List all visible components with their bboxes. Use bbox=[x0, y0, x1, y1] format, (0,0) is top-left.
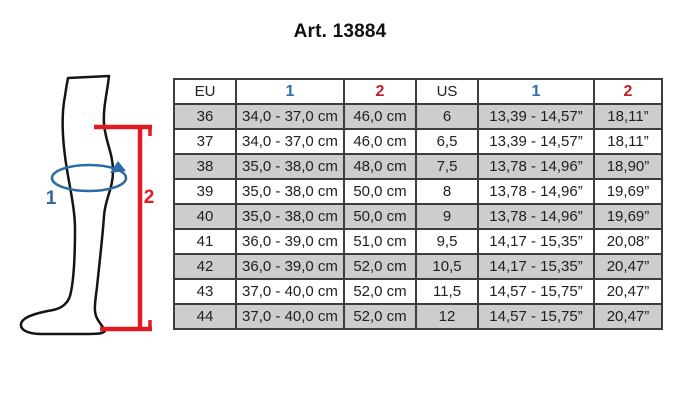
table-row: 38 35,0 - 38,0 cm 48,0 cm 7,5 13,78 - 14,96”… bbox=[173, 153, 663, 180]
header-height-in: 2 bbox=[593, 78, 663, 105]
cell-height-cm: 52,0 cm bbox=[343, 278, 417, 305]
cell-us: 10,5 bbox=[415, 253, 479, 280]
cell-us: 8 bbox=[415, 178, 479, 205]
cell-eu: 41 bbox=[173, 228, 237, 255]
size-table: EU 1 2 US 1 2 36 34,0 - 37,0 cm 46,0 cm 6 13… bbox=[173, 78, 663, 330]
table-row: 40 35,0 - 38,0 cm 50,0 cm 9 13,78 - 14,96” 19… bbox=[173, 203, 663, 230]
leg-outline bbox=[19, 74, 115, 336]
cell-us: 11,5 bbox=[415, 278, 479, 305]
cell-us: 7,5 bbox=[415, 153, 479, 180]
cell-height-cm: 46,0 cm bbox=[343, 128, 417, 155]
header-calf-cm: 1 bbox=[235, 78, 345, 105]
cell-calf-cm: 34,0 - 37,0 cm bbox=[235, 103, 345, 130]
cell-height-cm: 51,0 cm bbox=[343, 228, 417, 255]
table-row: 39 35,0 - 38,0 cm 50,0 cm 8 13,78 - 14,96” 19… bbox=[173, 178, 663, 205]
cell-eu: 39 bbox=[173, 178, 237, 205]
cell-height-in: 20,08” bbox=[593, 228, 663, 255]
height-measure-bracket bbox=[94, 124, 152, 332]
calf-measure-label: 1 bbox=[46, 188, 57, 209]
size-table-header: EU 1 2 US 1 2 bbox=[173, 78, 663, 105]
cell-us: 9,5 bbox=[415, 228, 479, 255]
cell-height-cm: 50,0 cm bbox=[343, 203, 417, 230]
cell-calf-cm: 34,0 - 37,0 cm bbox=[235, 128, 345, 155]
cell-height-cm: 46,0 cm bbox=[343, 103, 417, 130]
cell-us: 12 bbox=[415, 303, 479, 330]
cell-height-cm: 52,0 cm bbox=[343, 303, 417, 330]
cell-calf-in: 13,78 - 14,96” bbox=[477, 153, 595, 180]
cell-calf-cm: 36,0 - 39,0 cm bbox=[235, 253, 345, 280]
cell-calf-in: 13,78 - 14,96” bbox=[477, 178, 595, 205]
cell-height-in: 20,47” bbox=[593, 303, 663, 330]
cell-height-in: 19,69” bbox=[593, 203, 663, 230]
header-eu: EU bbox=[173, 78, 237, 105]
header-us: US bbox=[415, 78, 479, 105]
cell-calf-cm: 35,0 - 38,0 cm bbox=[235, 178, 345, 205]
cell-calf-in: 13,39 - 14,57” bbox=[477, 128, 595, 155]
header-row: EU 1 2 US 1 2 bbox=[173, 78, 663, 105]
cell-height-cm: 48,0 cm bbox=[343, 153, 417, 180]
table-row: 41 36,0 - 39,0 cm 51,0 cm 9,5 14,17 - 15,35”… bbox=[173, 228, 663, 255]
table-row: 42 36,0 - 39,0 cm 52,0 cm 10,5 14,17 - 15,35… bbox=[173, 253, 663, 280]
cell-us: 6,5 bbox=[415, 128, 479, 155]
cell-eu: 40 bbox=[173, 203, 237, 230]
cell-calf-cm: 35,0 - 38,0 cm bbox=[235, 203, 345, 230]
cell-calf-cm: 35,0 - 38,0 cm bbox=[235, 153, 345, 180]
cell-height-cm: 52,0 cm bbox=[343, 253, 417, 280]
table-row: 36 34,0 - 37,0 cm 46,0 cm 6 13,39 - 14,57” 18… bbox=[173, 103, 663, 130]
cell-eu: 44 bbox=[173, 303, 237, 330]
calf-circumference-arrow bbox=[50, 161, 128, 193]
cell-height-in: 20,47” bbox=[593, 278, 663, 305]
cell-height-in: 18,90” bbox=[593, 153, 663, 180]
header-calf-in: 1 bbox=[477, 78, 595, 105]
cell-calf-cm: 36,0 - 39,0 cm bbox=[235, 228, 345, 255]
table-row: 43 37,0 - 40,0 cm 52,0 cm 11,5 14,57 - 15,75… bbox=[173, 278, 663, 305]
cell-height-cm: 50,0 cm bbox=[343, 178, 417, 205]
cell-calf-in: 14,17 - 15,35” bbox=[477, 228, 595, 255]
cell-height-in: 18,11” bbox=[593, 128, 663, 155]
cell-calf-cm: 37,0 - 40,0 cm bbox=[235, 278, 345, 305]
height-measure-label: 2 bbox=[144, 187, 155, 208]
cell-height-in: 19,69” bbox=[593, 178, 663, 205]
cell-calf-in: 14,57 - 15,75” bbox=[477, 303, 595, 330]
cell-eu: 43 bbox=[173, 278, 237, 305]
cell-eu: 42 bbox=[173, 253, 237, 280]
cell-us: 9 bbox=[415, 203, 479, 230]
cell-height-in: 18,11” bbox=[593, 103, 663, 130]
cell-height-in: 20,47” bbox=[593, 253, 663, 280]
cell-us: 6 bbox=[415, 103, 479, 130]
cell-eu: 38 bbox=[173, 153, 237, 180]
size-table-body: 36 34,0 - 37,0 cm 46,0 cm 6 13,39 - 14,57” 18… bbox=[173, 103, 663, 330]
cell-calf-in: 13,78 - 14,96” bbox=[477, 203, 595, 230]
header-height-cm: 2 bbox=[343, 78, 417, 105]
leg-measurement-illustration: 1 2 bbox=[19, 74, 155, 336]
table-row: 44 37,0 - 40,0 cm 52,0 cm 12 14,57 - 15,75” 2… bbox=[173, 303, 663, 330]
cell-eu: 36 bbox=[173, 103, 237, 130]
cell-calf-in: 14,57 - 15,75” bbox=[477, 278, 595, 305]
cell-calf-in: 13,39 - 14,57” bbox=[477, 103, 595, 130]
table-row: 37 34,0 - 37,0 cm 46,0 cm 6,5 13,39 - 14,57”… bbox=[173, 128, 663, 155]
cell-calf-in: 14,17 - 15,35” bbox=[477, 253, 595, 280]
cell-eu: 37 bbox=[173, 128, 237, 155]
cell-calf-cm: 37,0 - 40,0 cm bbox=[235, 303, 345, 330]
page-title: Art. 13884 bbox=[293, 21, 387, 42]
